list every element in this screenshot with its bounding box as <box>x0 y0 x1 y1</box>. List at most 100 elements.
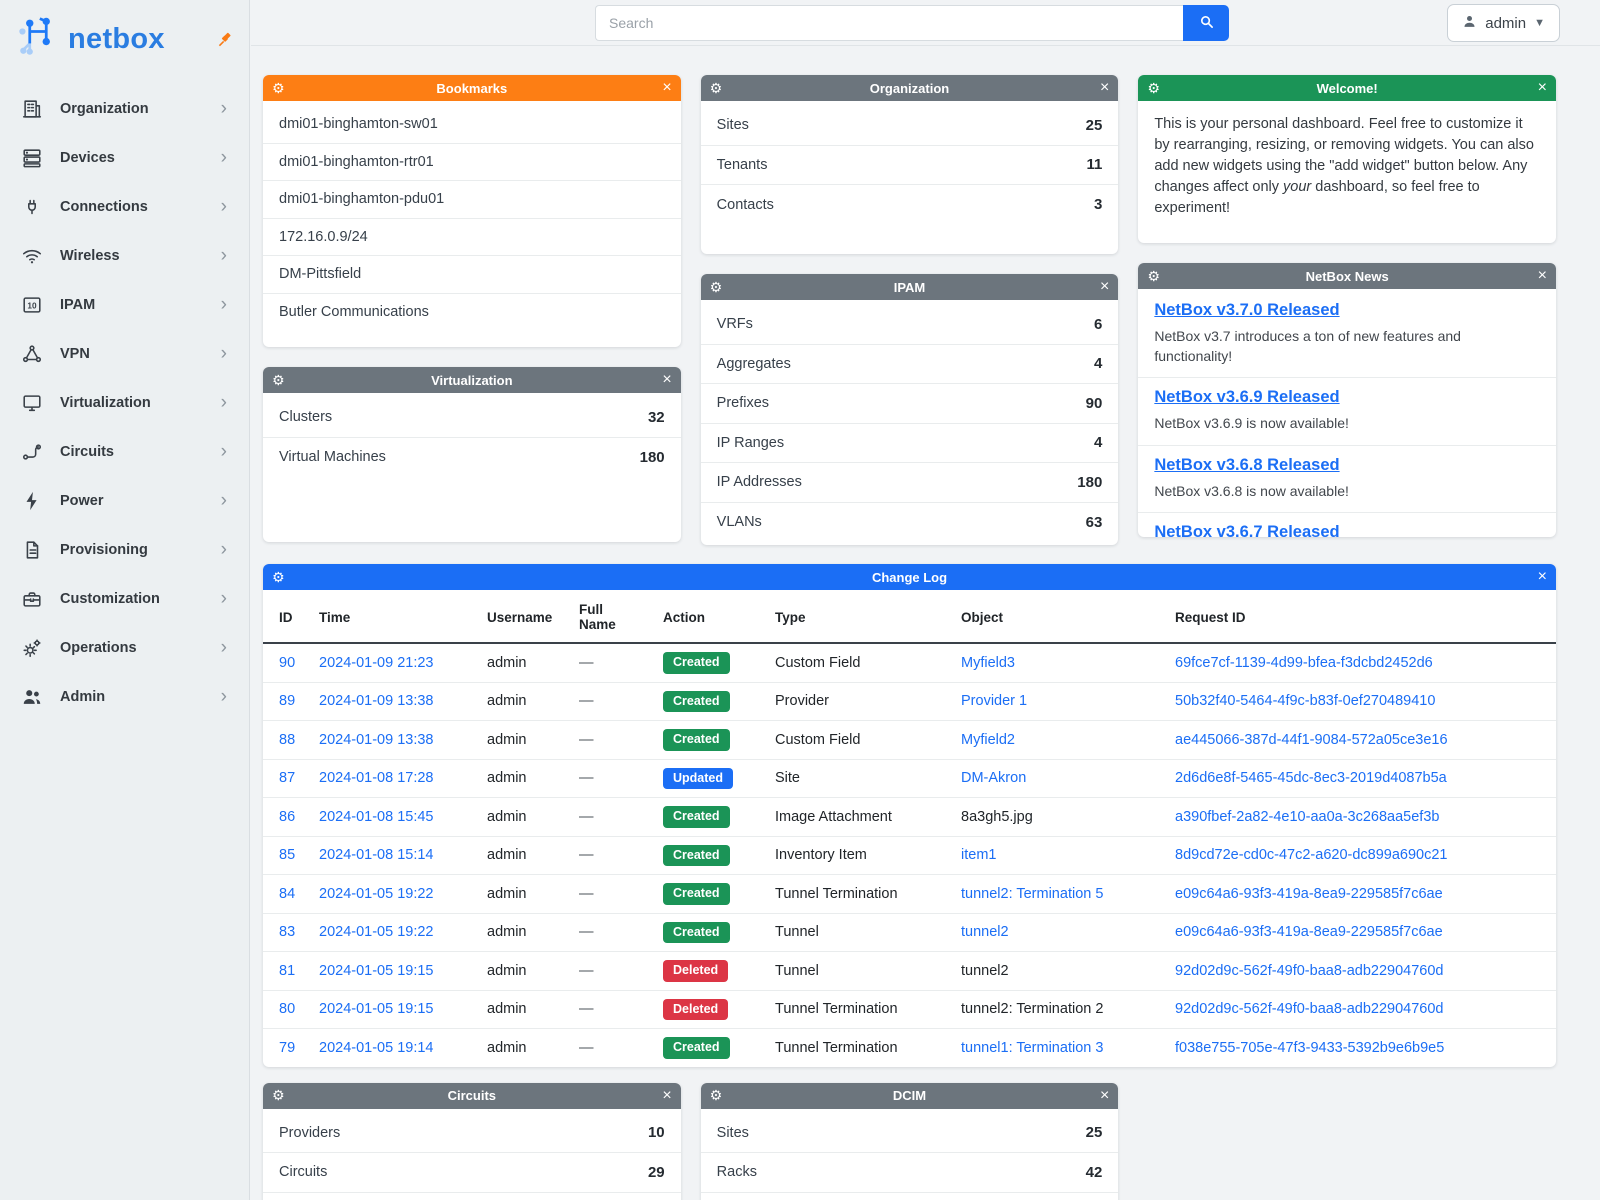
stat-value[interactable]: 25 <box>1085 1124 1103 1142</box>
stat-value[interactable]: 6 <box>1093 315 1103 333</box>
gear-icon[interactable]: ⚙ <box>272 79 285 96</box>
close-icon[interactable]: × <box>1099 79 1110 96</box>
bookmark-link[interactable]: Butler Communications <box>279 304 429 321</box>
close-icon[interactable]: × <box>662 371 672 388</box>
gear-icon[interactable]: ⚙ <box>272 568 285 585</box>
change-id-link[interactable]: 89 <box>279 693 296 710</box>
sidebar-item-operations[interactable]: Operations › <box>0 623 249 672</box>
stat-row[interactable]: Providers 10 <box>263 1114 681 1153</box>
stat-value[interactable]: 90 <box>1085 394 1103 412</box>
gear-icon[interactable]: ⚙ <box>272 1087 285 1103</box>
sidebar-item-customization[interactable]: Customization › <box>0 574 249 623</box>
request-id-link[interactable]: f038e755-705e-47f3-9433-5392b9e6b9e5 <box>1175 1039 1445 1056</box>
gear-icon[interactable]: ⚙ <box>709 1087 723 1103</box>
bookmark-item[interactable]: dmi01-binghamton-sw01 <box>263 106 681 144</box>
change-id-link[interactable]: 86 <box>279 808 296 825</box>
stat-row[interactable]: IP Addresses 180 <box>700 463 1119 503</box>
search-button[interactable] <box>1183 5 1229 41</box>
stat-row[interactable]: Contacts 3 <box>701 185 1119 225</box>
user-menu-button[interactable]: admin ▼ <box>1447 4 1560 42</box>
request-id-link[interactable]: 2d6d6e8f-5465-45dc-8ec3-2019d4087b5a <box>1175 770 1447 787</box>
stat-value[interactable]: 4 <box>1093 355 1103 373</box>
stat-row[interactable]: Prefixes 90 <box>700 384 1119 424</box>
gear-icon[interactable]: ⚙ <box>709 278 723 295</box>
close-icon[interactable]: × <box>662 1086 672 1104</box>
stat-value[interactable]: 63 <box>1085 513 1103 531</box>
sidebar-item-connections[interactable]: Connections › <box>0 182 249 231</box>
change-id-link[interactable]: 85 <box>279 847 296 864</box>
news-link[interactable]: NetBox v3.6.8 Released <box>1154 455 1340 474</box>
bookmark-link[interactable]: dmi01-binghamton-rtr01 <box>279 153 434 170</box>
news-link[interactable]: NetBox v3.7.0 Released <box>1154 301 1340 319</box>
gear-icon[interactable]: ⚙ <box>1147 267 1160 284</box>
change-id-link[interactable]: 81 <box>279 962 296 979</box>
stat-row[interactable]: Tenants 11 <box>700 146 1119 185</box>
stat-row[interactable]: VRFs 6 <box>700 305 1119 345</box>
stat-value[interactable]: 29 <box>647 1163 665 1181</box>
stat-row[interactable]: Clusters 32 <box>263 398 681 438</box>
brand-name[interactable]: netbox <box>68 22 165 55</box>
close-icon[interactable]: × <box>1537 267 1547 284</box>
request-id-link[interactable]: 69fce7cf-1139-4d99-bfea-f3dcbd2452d6 <box>1175 654 1433 671</box>
gear-icon[interactable]: ⚙ <box>272 371 285 388</box>
stat-row[interactable]: VLANs 63 <box>701 503 1119 543</box>
change-id-link[interactable]: 80 <box>279 1001 296 1018</box>
stat-row[interactable]: Racks 42 <box>700 1153 1119 1193</box>
stat-value[interactable]: 180 <box>1077 473 1103 491</box>
request-id-link[interactable]: a390fbef-2a82-4e10-aa0a-3c268aa5ef3b <box>1175 808 1440 825</box>
change-id-link[interactable]: 79 <box>279 1039 296 1056</box>
change-time-link[interactable]: 2024-01-05 19:22 <box>319 924 434 941</box>
bookmark-item[interactable]: Butler Communications <box>263 294 681 332</box>
bookmark-item[interactable]: 172.16.0.9/24 <box>263 219 681 256</box>
change-time-link[interactable]: 2024-01-05 19:15 <box>319 1001 434 1018</box>
object-link[interactable]: DM-Akron <box>961 770 1027 787</box>
search-input[interactable] <box>595 5 1183 41</box>
gear-icon[interactable]: ⚙ <box>1147 79 1160 96</box>
object-link[interactable]: tunnel1: Termination 3 <box>961 1039 1104 1056</box>
bookmark-item[interactable]: DM-Pittsfield <box>263 256 681 294</box>
close-icon[interactable]: × <box>1099 278 1110 295</box>
stat-row[interactable]: Virtual Machines 180 <box>263 438 681 478</box>
gear-icon[interactable]: ⚙ <box>709 79 723 96</box>
change-time-link[interactable]: 2024-01-08 15:45 <box>319 808 434 825</box>
stat-row[interactable]: Sites 25 <box>700 106 1119 146</box>
stat-row[interactable]: Sites 25 <box>700 1114 1119 1153</box>
change-id-link[interactable]: 87 <box>279 770 296 787</box>
sidebar-item-ipam[interactable]: 10 IPAM › <box>0 280 249 329</box>
stat-row[interactable]: Circuits 29 <box>263 1153 681 1193</box>
stat-value[interactable]: 42 <box>1085 1163 1103 1181</box>
close-icon[interactable]: × <box>1099 1086 1110 1104</box>
sidebar-item-admin[interactable]: Admin › <box>0 672 249 721</box>
sidebar-item-circuits[interactable]: Circuits › <box>0 427 249 476</box>
news-link[interactable]: NetBox v3.6.7 Released <box>1154 523 1340 537</box>
change-id-link[interactable]: 84 <box>279 885 296 902</box>
sidebar-item-provisioning[interactable]: Provisioning › <box>0 525 249 574</box>
sidebar-item-vpn[interactable]: VPN › <box>0 329 249 378</box>
bookmark-item[interactable]: dmi01-binghamton-pdu01 <box>263 181 681 219</box>
close-icon[interactable]: × <box>1537 79 1547 96</box>
change-id-link[interactable]: 90 <box>279 654 296 671</box>
stat-value[interactable]: 10 <box>647 1124 665 1142</box>
stat-value[interactable]: 4 <box>1093 434 1103 452</box>
close-icon[interactable]: × <box>1537 568 1547 585</box>
change-time-link[interactable]: 2024-01-09 13:38 <box>319 731 434 748</box>
object-link[interactable]: Myfield3 <box>961 654 1015 671</box>
change-time-link[interactable]: 2024-01-09 13:38 <box>319 693 434 710</box>
stat-row[interactable]: IP Ranges 4 <box>700 424 1119 463</box>
request-id-link[interactable]: e09c64a6-93f3-419a-8ea9-229585f7c6ae <box>1175 885 1443 902</box>
bookmark-item[interactable]: dmi01-binghamton-rtr01 <box>263 144 681 181</box>
netbox-logo-icon[interactable] <box>16 15 60 64</box>
object-link[interactable]: Myfield2 <box>961 731 1015 748</box>
object-link[interactable]: tunnel2 <box>961 924 1009 941</box>
change-id-link[interactable]: 88 <box>279 731 296 748</box>
stat-value[interactable]: 25 <box>1085 116 1103 134</box>
change-time-link[interactable]: 2024-01-05 19:14 <box>319 1039 434 1056</box>
stat-value[interactable]: 32 <box>647 408 665 426</box>
close-icon[interactable]: × <box>662 79 672 96</box>
change-time-link[interactable]: 2024-01-05 19:15 <box>319 962 434 979</box>
sidebar-item-virtualization[interactable]: Virtualization › <box>0 378 249 427</box>
stat-value[interactable]: 180 <box>639 448 665 466</box>
bookmark-link[interactable]: DM-Pittsfield <box>279 266 362 283</box>
sidebar-item-organization[interactable]: Organization › <box>0 84 249 133</box>
stat-value[interactable]: 3 <box>1093 196 1103 214</box>
